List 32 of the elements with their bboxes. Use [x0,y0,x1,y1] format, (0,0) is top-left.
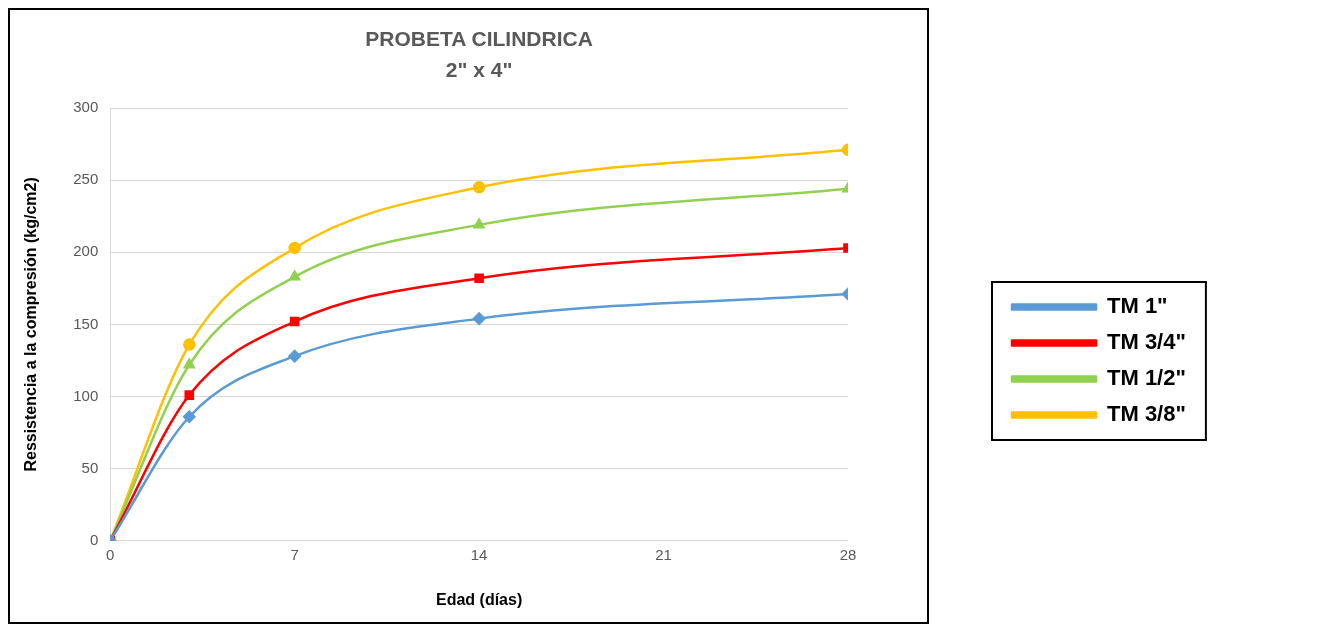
chart-subtitle: 2" x 4" [445,57,513,81]
legend-label: TM 1/2" [1107,365,1186,391]
y-tick-label: 50 [81,458,99,476]
x-tick-label: 21 [655,545,672,563]
x-tick-label: 0 [106,545,115,563]
point [473,218,485,229]
y-tick-label: 200 [73,242,99,260]
legend-label: TM 3/4" [1107,329,1186,355]
y-tick-label: 100 [73,386,99,404]
x-tick-label: 7 [290,545,299,563]
x-tick-label: 14 [470,545,488,563]
x-tick-label: 28 [839,545,857,563]
chart-title: PROBETA CILINDRICA [365,26,593,50]
y-tick-label: 300 [73,98,99,116]
y-tick-label: 250 [73,170,99,188]
point [289,316,300,327]
point [472,312,486,325]
point [183,410,196,423]
point [289,270,301,281]
x-axis-title: Edad (días) [436,590,523,608]
point [288,349,301,363]
legend-label: TM 1" [1107,293,1168,319]
y-tick-label: 0 [89,530,99,548]
point [183,358,195,369]
point [474,273,484,284]
point [183,338,196,351]
y-tick-label: 150 [73,314,99,332]
legend-label: TM 3/8" [1107,401,1186,427]
point [184,390,195,400]
y-axis-title: Ressistencia a la compresión (kg/cm2) [22,177,40,472]
point [472,181,486,194]
point [288,241,301,255]
